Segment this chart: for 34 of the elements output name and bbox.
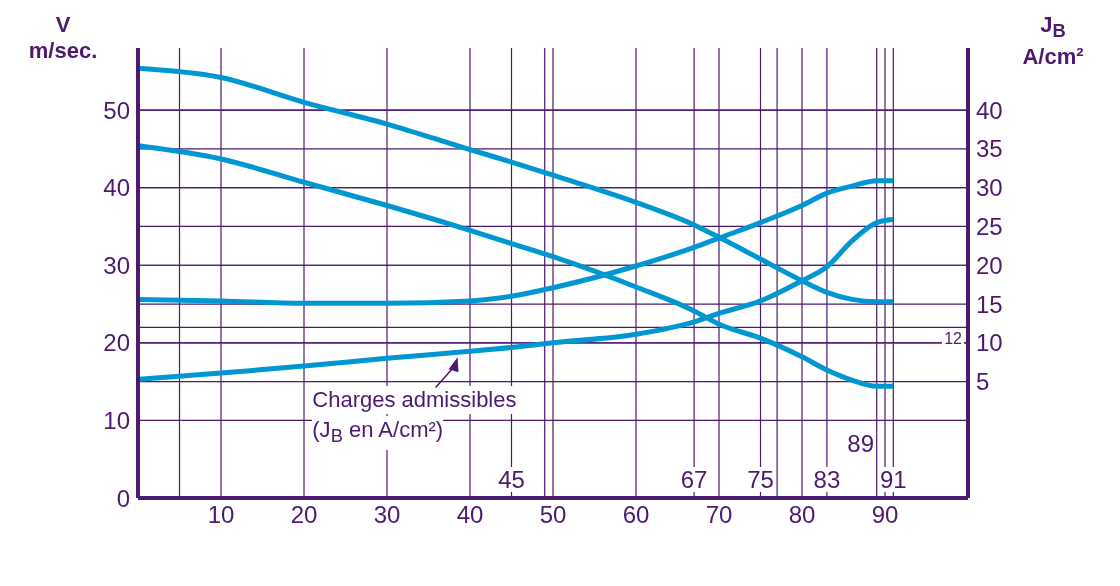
annotation: (J$_{B}$ en A/cm²) bbox=[312, 416, 444, 446]
x-tick-label: 70 bbox=[705, 501, 733, 529]
x-tick-label: 10 bbox=[207, 501, 235, 529]
y2-tick-label: 35 bbox=[976, 135, 1003, 163]
y-tick-label: 10 bbox=[103, 406, 130, 434]
y2-tick-label: 30 bbox=[976, 174, 1003, 202]
y-tick-label: 40 bbox=[103, 174, 130, 202]
x-tick-label: 60 bbox=[622, 501, 650, 529]
y-tick-label: 20 bbox=[103, 329, 130, 357]
y-tick-label: 30 bbox=[103, 251, 130, 279]
y2-tick-label: 15 bbox=[976, 290, 1003, 318]
y-tick-label: 0 bbox=[116, 484, 130, 512]
x-tick-label: 20 bbox=[290, 501, 318, 529]
ref-line-label: 12 bbox=[944, 330, 963, 348]
x-tick-label: 80 bbox=[788, 501, 816, 529]
y2-tick-label: 40 bbox=[976, 96, 1003, 124]
y2-axis-title: J$_{B}$ A/cm² bbox=[1022, 12, 1084, 70]
ref-line-label: 45 bbox=[498, 466, 525, 493]
y2-tick-label: 5 bbox=[976, 368, 990, 396]
x-tick-label: 40 bbox=[456, 501, 484, 529]
y2-tick-label: 10 bbox=[976, 329, 1003, 357]
annotation: Charges admissibles bbox=[312, 386, 517, 412]
y-tick-label: 50 bbox=[103, 96, 130, 124]
ref-line-label: 67 bbox=[680, 466, 708, 493]
x-tick-label: 90 bbox=[871, 501, 899, 529]
x-tick-label: 50 bbox=[539, 501, 567, 529]
y2-tick-label: 25 bbox=[976, 212, 1003, 240]
x-tick-label: 30 bbox=[373, 501, 401, 529]
y2-tick-label: 20 bbox=[976, 251, 1003, 279]
ref-line-label: 91 bbox=[879, 466, 907, 493]
ref-line-label: 89 bbox=[847, 430, 875, 457]
ref-line-label: 83 bbox=[813, 466, 841, 493]
y-axis-title: V m/sec. bbox=[28, 12, 98, 63]
ref-line-label: 75 bbox=[747, 466, 774, 493]
